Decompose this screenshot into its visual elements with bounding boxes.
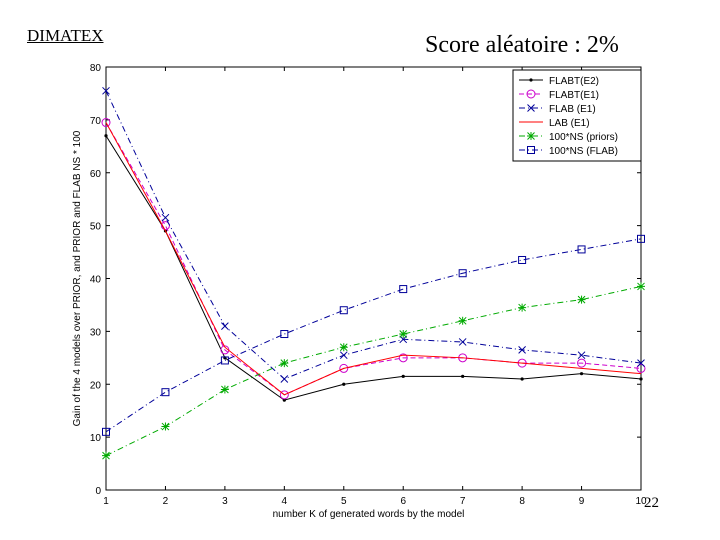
legend-label: FLAB (E1) [549,104,596,115]
data-point [398,353,408,363]
series-line [105,90,642,380]
data-point [518,303,527,312]
data-point [220,385,229,394]
x-tick-label: 8 [519,496,525,507]
x-tick-label: 3 [222,496,228,507]
x-tick-label: 6 [400,496,406,507]
data-point [102,427,110,436]
data-point [221,322,229,330]
chart-title: Score aléatoire : 2% [425,32,619,58]
series-line [105,285,642,457]
x-tick-label: 4 [282,496,288,507]
data-point [401,374,405,378]
series-group [105,122,642,396]
data-point [342,382,346,386]
data-point [527,132,535,140]
data-point [518,346,526,354]
data-point [399,285,408,294]
data-point [527,146,535,154]
data-point [339,363,349,373]
data-point [280,330,289,339]
series-group [102,234,645,436]
data-point [577,351,586,360]
x-axis-label: number K of generated words by the model [273,509,465,520]
data-point [101,118,111,128]
series-group [102,282,645,460]
data-point [339,343,348,352]
y-tick-label: 30 [90,327,102,338]
series-line [105,238,642,433]
y-tick-label: 40 [90,275,102,286]
data-point [577,245,586,254]
series-line [105,122,642,396]
data-point [579,372,584,376]
data-point [529,78,533,82]
legend-box [512,69,642,162]
data-point [102,86,110,95]
y-tick-label: 70 [90,116,102,127]
data-point [637,282,645,291]
data-point [102,451,110,460]
x-tick-label: 5 [341,496,347,507]
data-point [280,359,289,368]
series-group [102,86,645,383]
y-axis-label: Gain of the 4 models over PRIOR, and PRI… [72,130,83,426]
data-point [637,234,645,243]
legend-label: 100*NS (FLAB) [549,146,618,157]
y-tick-label: 80 [90,63,102,74]
y-tick-label: 60 [90,169,102,180]
data-point [279,390,289,400]
x-tick-label: 9 [579,496,585,507]
y-tick-label: 20 [90,380,102,391]
data-point [526,89,536,99]
data-point [282,398,286,402]
series-line [105,122,642,396]
y-tick-label: 10 [90,433,102,444]
data-point [520,377,524,381]
legend-label: FLABT(E1) [549,90,599,101]
legend-label: LAB (E1) [549,118,590,129]
data-point [636,363,646,373]
y-tick-label: 50 [90,222,102,233]
data-point [161,388,170,397]
x-tick-label: 2 [163,496,169,507]
legend-label: 100*NS (priors) [549,132,618,143]
data-point [339,351,348,360]
data-point [637,359,645,367]
data-point [280,375,289,383]
data-point [639,377,643,381]
data-point [577,358,587,368]
y-tick-label: 0 [95,486,101,497]
x-tick-label: 7 [460,496,466,507]
data-point [399,330,408,339]
data-point [458,316,467,325]
x-tick-label: 1 [103,496,109,507]
series-line [105,135,642,401]
data-point [577,295,586,304]
data-point [458,269,467,278]
data-point [461,374,465,378]
data-point [518,255,527,264]
x-tick-label: 10 [635,496,647,507]
data-point [161,213,170,222]
data-point [220,356,229,365]
data-point [160,221,170,231]
brand-label: DIMATEX [27,26,104,45]
data-point [161,422,170,431]
page-number: 22 [644,495,659,511]
data-point [458,338,467,346]
legend-label: FLABT(E2) [549,76,599,87]
data-point [527,104,535,112]
data-point [104,134,108,138]
data-point [339,306,348,315]
